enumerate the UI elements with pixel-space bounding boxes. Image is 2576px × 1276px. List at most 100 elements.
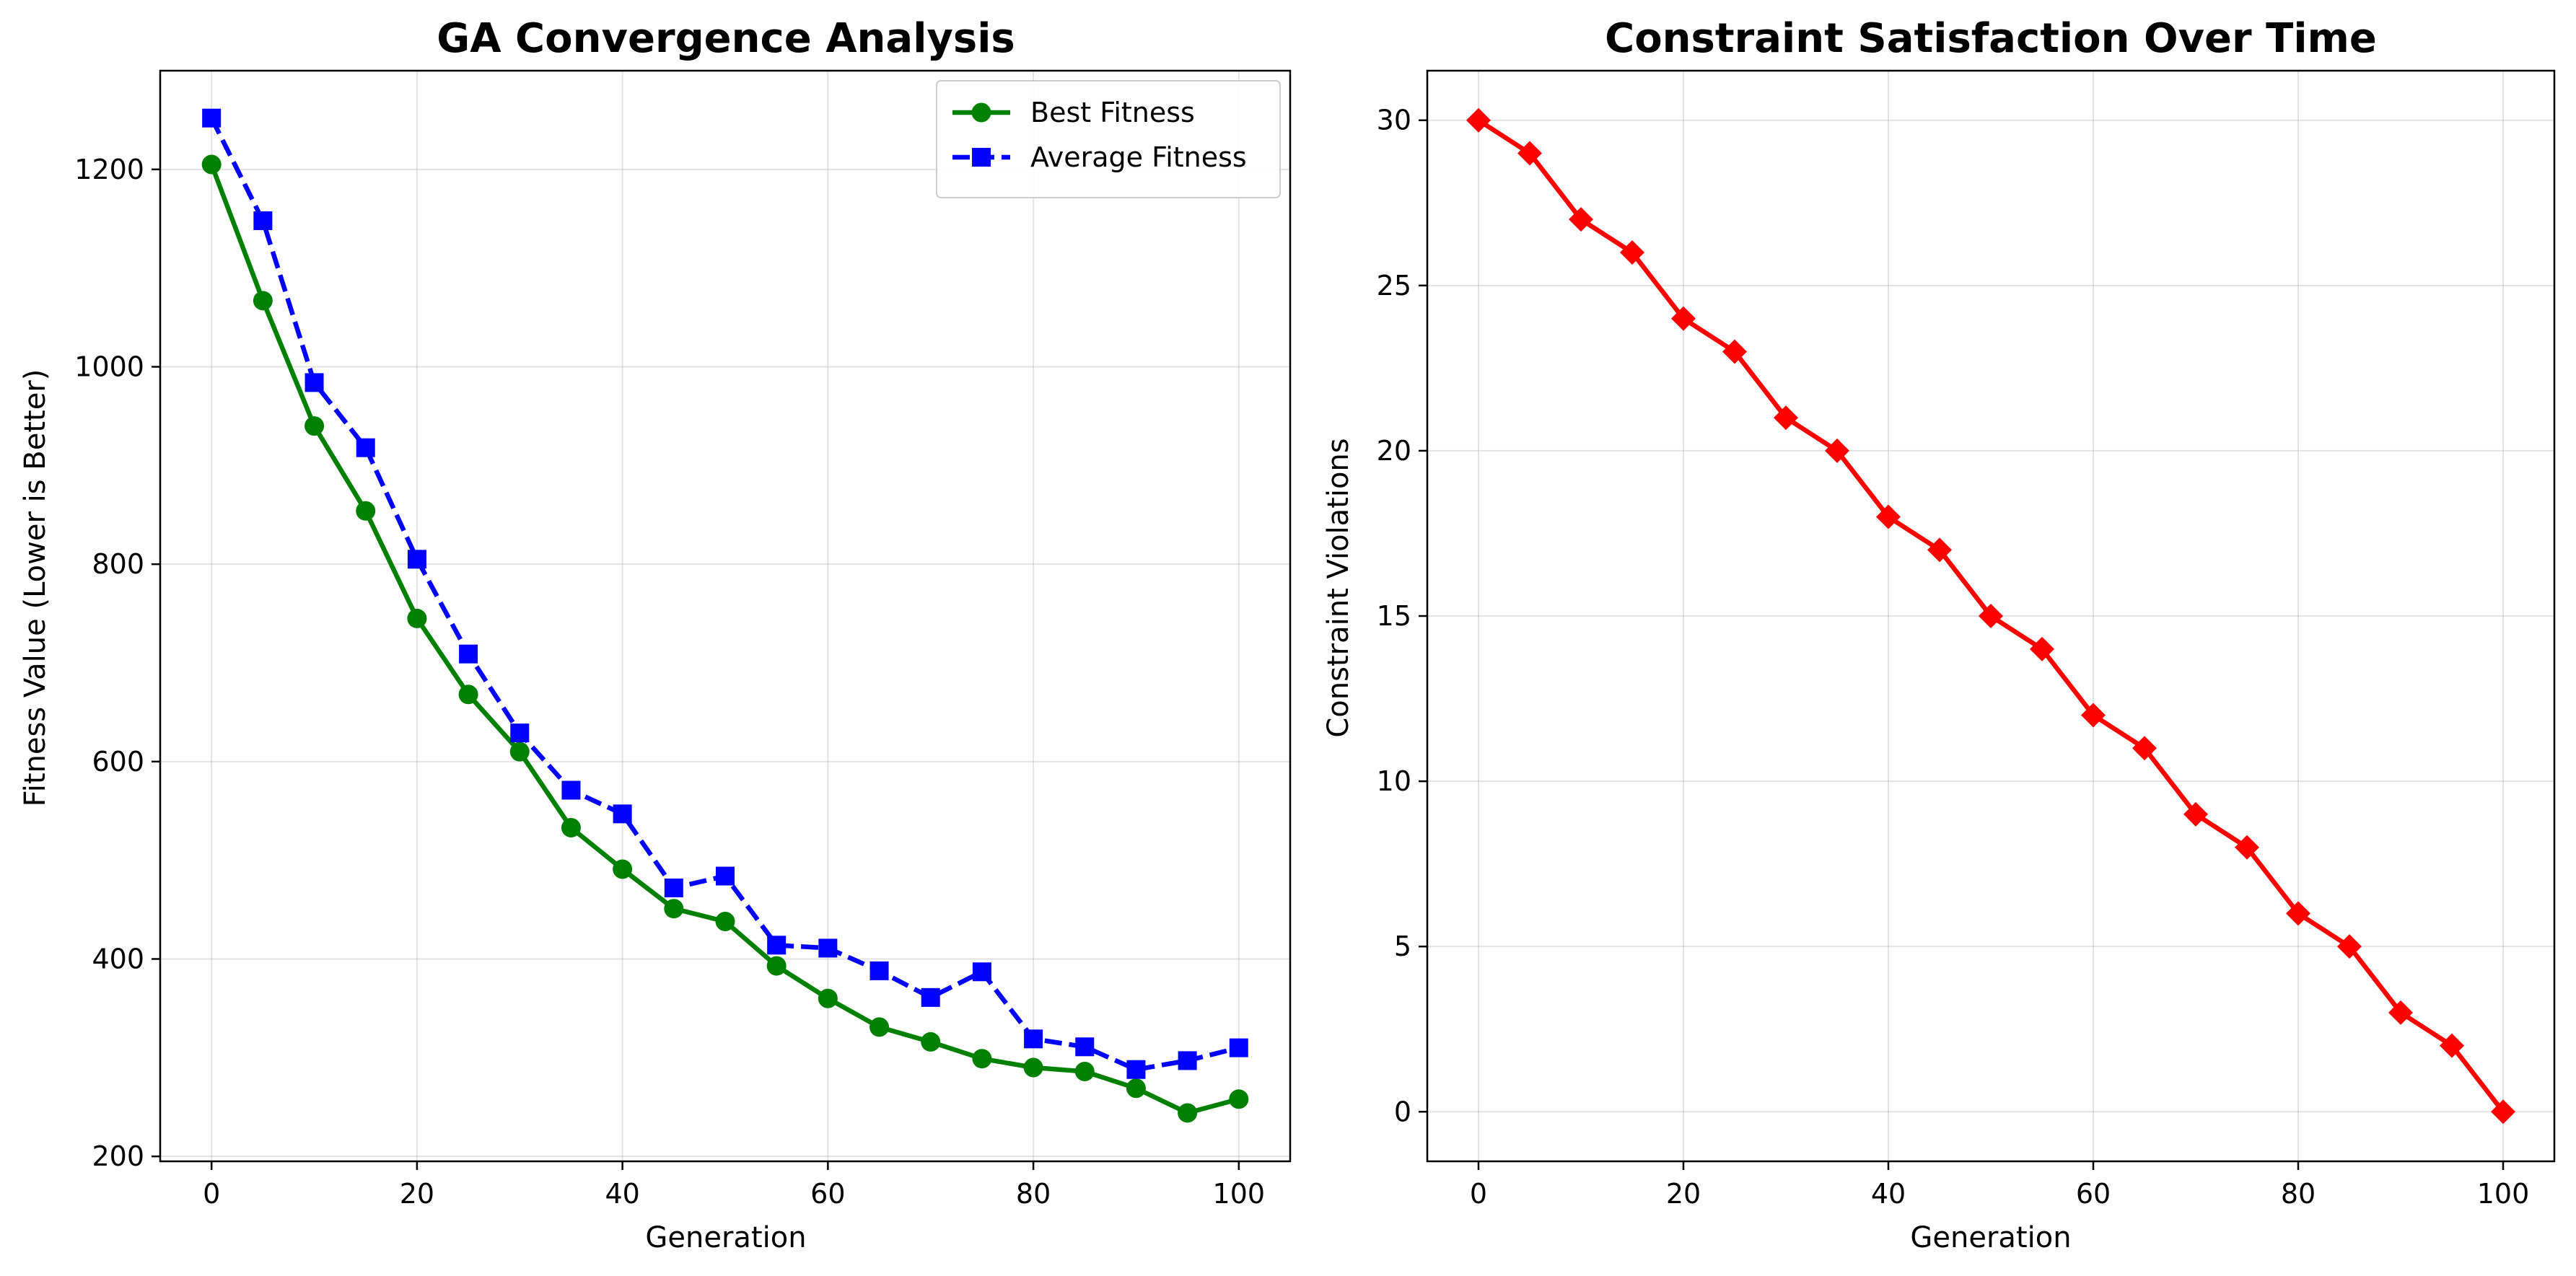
x-tick-label: 60: [810, 1178, 845, 1210]
data-point: [1927, 537, 1952, 563]
x-axis-label: Generation: [645, 1221, 806, 1254]
legend-marker: [972, 148, 991, 167]
data-point: [818, 938, 838, 958]
chart-ga-convergence: GA Convergence Analysis Generation Fitne…: [19, 15, 1292, 1254]
y-tick-label: 0: [1394, 1096, 1411, 1127]
x-tick-label: 100: [2477, 1178, 2530, 1210]
data-point: [1126, 1060, 1146, 1079]
y-tick-label: 5: [1394, 930, 1411, 962]
plot-frame: [1426, 69, 2556, 1163]
data-point: [1774, 405, 1798, 431]
chart-title: Constraint Satisfaction Over Time: [1605, 15, 2377, 62]
y-axis-label: Fitness Value (Lower is Better): [19, 369, 52, 807]
data-point: [509, 742, 530, 762]
data-point: [2081, 703, 2106, 728]
data-point: [2132, 736, 2157, 761]
data-point: [1075, 1037, 1095, 1057]
data-point: [356, 438, 375, 457]
series-line: [209, 163, 1240, 1116]
data-point: [253, 291, 273, 311]
data-point: [869, 1017, 890, 1037]
grid: [160, 71, 1290, 1161]
data-point: [1024, 1029, 1043, 1049]
data-point: [561, 818, 581, 838]
data-point: [1979, 604, 2003, 628]
data-point: [921, 987, 940, 1007]
data-point: [407, 550, 426, 569]
y-tick-label: 200: [92, 1140, 144, 1172]
x-tick-label: 40: [1871, 1178, 1906, 1210]
legend-box: [936, 80, 1281, 198]
data-point: [664, 878, 683, 897]
x-tick-label: 0: [1470, 1178, 1487, 1210]
y-axis-label: Constraint Violations: [1322, 438, 1355, 737]
data-point: [1517, 141, 1542, 166]
plot-frame: [159, 69, 1292, 1163]
data-point: [1722, 339, 1747, 364]
data-point: [2337, 934, 2362, 959]
data-point: [664, 899, 684, 919]
data-point: [2030, 636, 2054, 661]
series-0: [1466, 107, 2515, 1125]
data-point: [561, 780, 581, 800]
data-point: [613, 859, 633, 879]
x-tick-label: 80: [1016, 1178, 1051, 1210]
data-point: [2286, 901, 2310, 926]
data-point: [818, 988, 838, 1008]
data-point: [1126, 1078, 1146, 1099]
chart-title: GA Convergence Analysis: [437, 15, 1015, 62]
data-point: [2235, 835, 2259, 860]
data-point: [1229, 1089, 1249, 1109]
legend-marker: [971, 102, 991, 123]
data-point: [613, 804, 632, 824]
data-point: [869, 961, 889, 980]
data-point: [202, 108, 222, 128]
data-point: [1178, 1051, 1197, 1070]
data-point: [1074, 1061, 1095, 1081]
data-point: [1876, 504, 1901, 529]
x-tick-label: 20: [1666, 1178, 1701, 1210]
data-point: [1569, 207, 1593, 232]
x-tick-label: 80: [2281, 1178, 2316, 1210]
series-average-fitness: [202, 108, 1248, 1079]
x-tick-label: 20: [400, 1178, 434, 1210]
data-point: [766, 956, 787, 976]
data-point: [2183, 801, 2208, 827]
data-point: [253, 211, 273, 230]
x-tick-label: 60: [2076, 1178, 2111, 1210]
data-point: [715, 911, 735, 931]
y-tick-label: 800: [92, 548, 144, 580]
data-point: [1023, 1057, 1043, 1078]
data-point: [1671, 306, 1696, 331]
data-point: [459, 644, 478, 664]
y-tick-label: 1200: [74, 154, 144, 185]
legend-label: Average Fitness: [1030, 141, 1247, 173]
y-tick-label: 10: [1377, 765, 1411, 797]
data-point: [305, 373, 324, 392]
data-point: [305, 416, 325, 436]
series-best-fitness: [201, 154, 1249, 1123]
data-point: [767, 936, 787, 955]
data-point: [458, 685, 478, 705]
data-point: [510, 723, 530, 743]
data-point: [1620, 240, 1644, 265]
y-tick-label: 15: [1377, 600, 1411, 632]
data-point: [1825, 438, 1849, 463]
data-point: [1229, 1038, 1248, 1057]
y-tick-label: 400: [92, 943, 144, 974]
y-tick-label: 30: [1377, 105, 1411, 136]
y-tick-label: 20: [1377, 435, 1411, 467]
data-point: [356, 501, 376, 521]
data-point: [1178, 1103, 1198, 1123]
data-point: [407, 608, 427, 628]
data-point: [972, 1049, 992, 1069]
y-tick-label: 600: [92, 746, 144, 778]
data-point: [1466, 107, 1491, 133]
data-point: [2388, 1000, 2413, 1025]
x-tick-label: 0: [203, 1178, 220, 1210]
data-point: [921, 1031, 941, 1052]
legend-label: Best Fitness: [1030, 97, 1195, 128]
data-point: [2440, 1033, 2464, 1058]
data-point: [716, 866, 735, 886]
